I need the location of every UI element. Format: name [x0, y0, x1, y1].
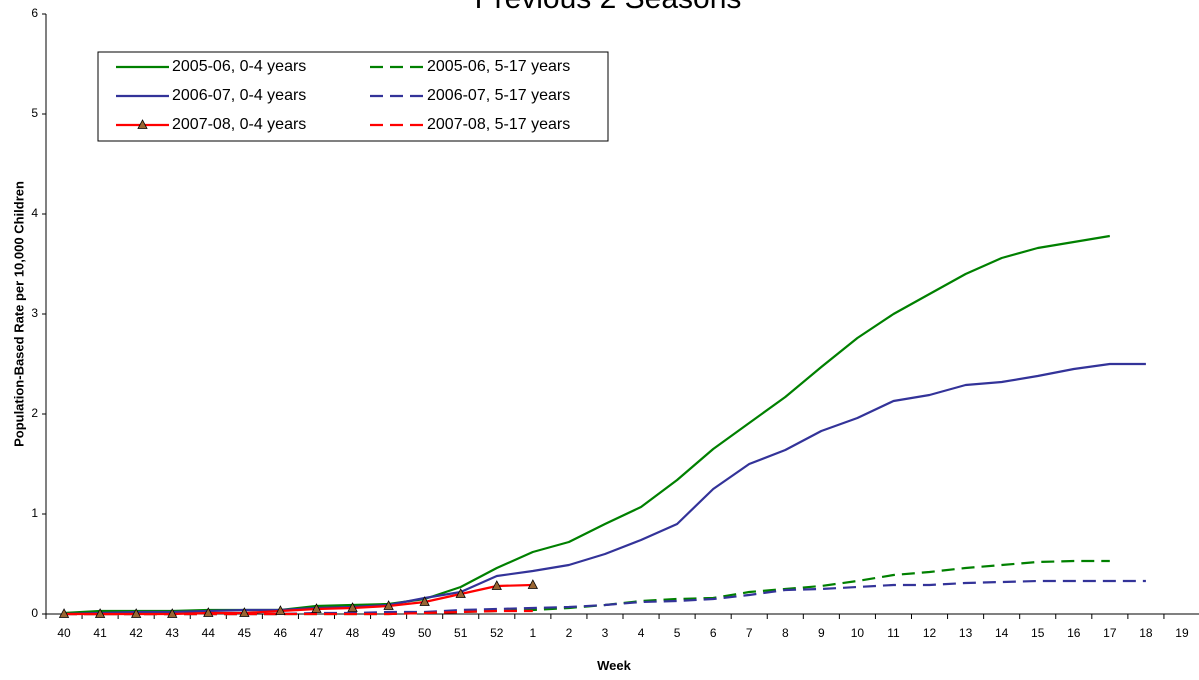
data-point-marker [94, 608, 106, 618]
legend: 2005-06, 0-4 years 2006-07, 0-4 years 2007… [97, 51, 609, 142]
y-tick-label: 1 [31, 506, 38, 520]
legend-label: 2007-08, 5-17 years [427, 116, 570, 133]
series-line [64, 609, 533, 616]
y-tick-label: 3 [31, 306, 38, 320]
y-tick-label: 5 [31, 106, 38, 120]
x-tick-label: 43 [166, 626, 180, 640]
x-tick-label: 16 [1067, 626, 1081, 640]
legend-label: 2006-07, 5-17 years [427, 87, 570, 104]
y-tick-label: 0 [31, 606, 38, 620]
series-layer [58, 234, 1146, 618]
legend-item-2007-08-0-4-years: 2007-08, 0-4 years [116, 116, 306, 133]
y-tick-label: 4 [31, 206, 38, 220]
x-tick-label: 15 [1031, 626, 1045, 640]
data-point-marker [275, 605, 286, 615]
x-tick-label: 45 [238, 626, 252, 640]
x-tick-label: 41 [93, 626, 107, 640]
series-2007-08-5-17-years [64, 609, 533, 616]
x-tick-label: 11 [887, 626, 900, 640]
x-tick-label: 1 [530, 626, 537, 640]
y-axis-title: Population-Based Rate per 10,000 Childre… [11, 181, 26, 447]
x-tick-label: 17 [1103, 626, 1117, 640]
x-tick-label: 7 [746, 626, 753, 640]
y-tick-label: 6 [31, 6, 38, 20]
legend-marker [137, 119, 148, 129]
x-tick-label: 40 [57, 626, 71, 640]
legend-label: 2006-07, 0-4 years [172, 87, 306, 104]
x-tick-label: 14 [995, 626, 1009, 640]
data-point-marker [167, 608, 178, 618]
data-point-marker [58, 608, 70, 618]
x-tick-label: 2 [566, 626, 573, 640]
legend-item-2005-06-5-17-years: 2005-06, 5-17 years [370, 58, 570, 75]
x-tick-label: 18 [1139, 626, 1153, 640]
x-tick-label: 46 [274, 626, 288, 640]
x-tick-label: 19 [1175, 626, 1189, 640]
x-tick-label: 50 [418, 626, 432, 640]
legend-item-2006-07-0-4-years: 2006-07, 0-4 years [116, 87, 306, 104]
x-tick-label: 3 [602, 626, 609, 640]
x-tick-label: 44 [202, 626, 216, 640]
series-line [64, 583, 533, 616]
data-point-marker [527, 579, 539, 589]
series-2007-08-0-4-years [58, 579, 539, 618]
x-axis-title: Week [597, 658, 631, 673]
x-tick-label: 42 [129, 626, 143, 640]
x-tick-label: 8 [782, 626, 789, 640]
legend-item-2006-07-5-17-years: 2006-07, 5-17 years [370, 87, 570, 104]
legend-label: 2007-08, 0-4 years [172, 116, 306, 133]
series-2006-07-0-4-years [63, 362, 1146, 616]
legend-label: 2005-06, 0-4 years [172, 58, 306, 75]
legend-item-2007-08-5-17-years: 2007-08, 5-17 years [370, 116, 570, 133]
x-tick-label: 49 [382, 626, 396, 640]
legend-item-2005-06-0-4-years: 2005-06, 0-4 years [116, 58, 306, 75]
legend-box [97, 51, 609, 142]
data-point-marker [311, 603, 322, 613]
x-tick-label: 4 [638, 626, 645, 640]
x-tick-label: 5 [674, 626, 681, 640]
x-tick-label: 47 [310, 626, 324, 640]
x-tick-label: 51 [454, 626, 468, 640]
data-point-marker [239, 607, 250, 617]
x-tick-label: 9 [818, 626, 825, 640]
data-point-marker [383, 600, 394, 610]
chart-title: Previous 2 Seasons [475, 0, 742, 15]
series-2005-06-0-4-years [63, 234, 1110, 615]
series-line [63, 362, 1146, 616]
data-point-marker [347, 602, 358, 612]
data-point-marker [491, 580, 502, 590]
data-point-marker [419, 596, 430, 606]
x-tick-label: 52 [490, 626, 504, 640]
x-tick-label: 13 [959, 626, 973, 640]
x-tick-label: 6 [710, 626, 717, 640]
x-tick-label: 48 [346, 626, 360, 640]
data-point-marker [455, 588, 466, 598]
x-tick-label: 12 [923, 626, 937, 640]
series-line [63, 234, 1110, 615]
x-tick-label: 10 [851, 626, 865, 640]
data-point-marker [203, 607, 214, 617]
data-point-marker [130, 608, 142, 618]
legend-label: 2005-06, 5-17 years [427, 58, 570, 75]
y-tick-label: 2 [31, 406, 38, 420]
